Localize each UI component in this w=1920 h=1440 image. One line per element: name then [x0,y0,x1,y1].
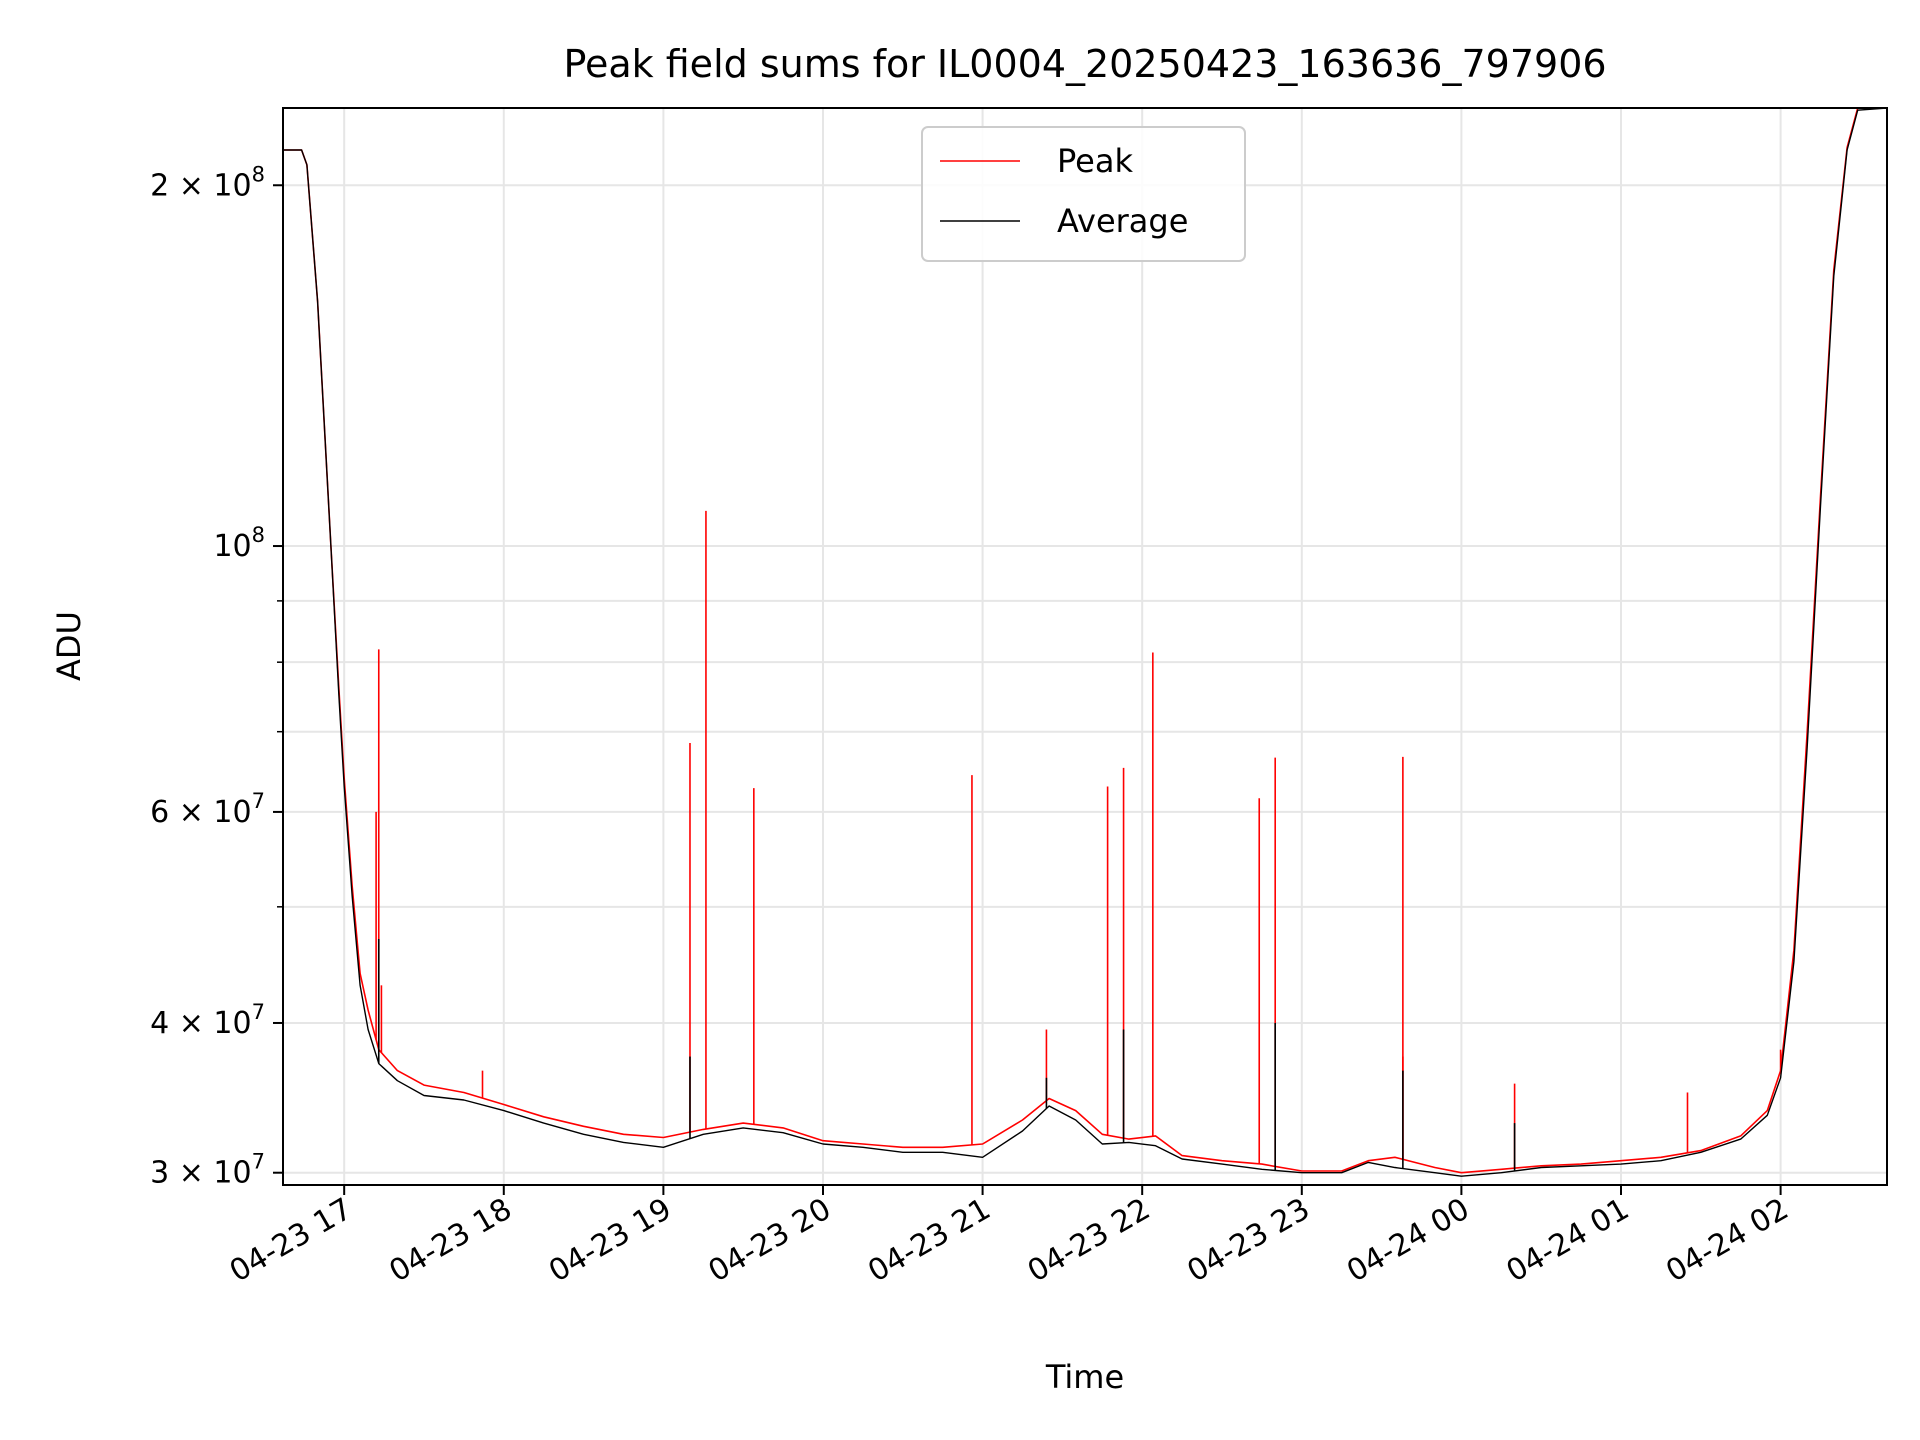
y-tick-label: 3 × 107 [150,1150,265,1191]
legend-average-label: Average [1057,202,1188,240]
y-tick-label: 108 [213,523,265,564]
chart-title: Peak field sums for IL0004_20250423_1636… [563,42,1606,86]
series-group [283,108,1887,1177]
series-peak-line [283,108,1887,1174]
y-axis: 3 × 107 4 × 107 6 × 107 108 2 × 108 [150,162,283,1191]
y-tick-label: 2 × 108 [150,162,265,203]
series-average-line [283,108,1887,1177]
y-tick-label: 6 × 107 [150,789,265,830]
y-tick-label: 4 × 107 [150,1000,265,1041]
plot-frame [282,107,1888,1186]
legend: Peak Average [921,126,1246,262]
y-axis-label: ADU [50,611,88,681]
grid [283,108,1887,1185]
x-axis-label: Time [1045,1358,1124,1396]
legend-peak-label: Peak [1057,142,1133,180]
